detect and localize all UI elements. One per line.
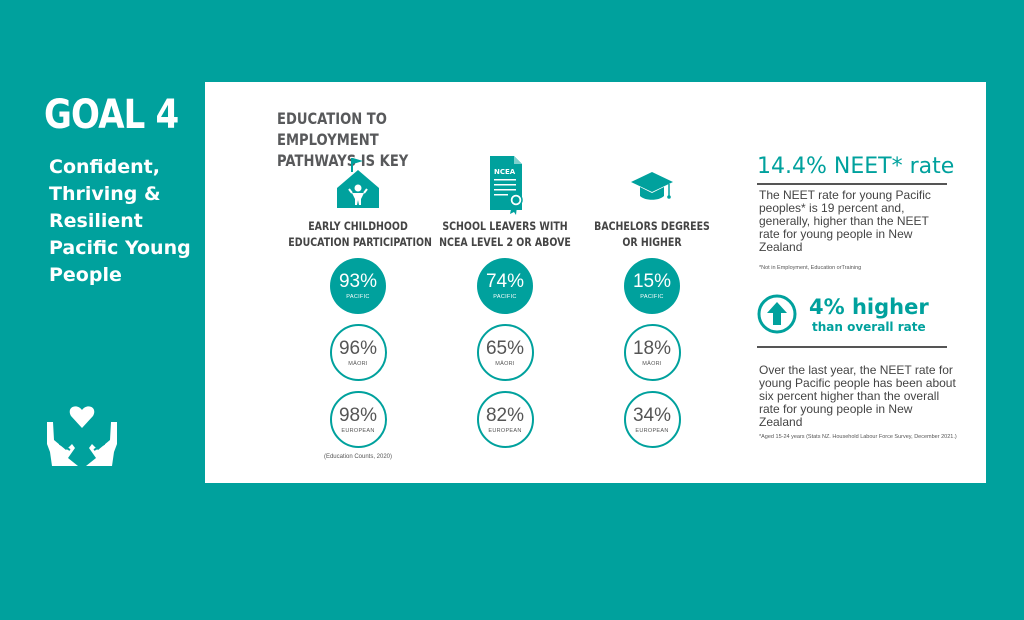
goal-subtitle: Confident, Thriving & Resilient Pacific … <box>49 154 219 289</box>
stat-circle-pacific: 74% PACIFIC <box>477 258 533 314</box>
column-title: EARLY CHILDHOOD EDUCATION PARTICIPATION <box>288 218 432 258</box>
source-note: (Education Counts, 2020) <box>323 454 393 460</box>
ncea-icon-text: NCEA <box>494 168 516 176</box>
neet-footnote: *Not in Employment, Education orTraining <box>759 265 862 271</box>
stat-value: 15% <box>632 271 672 292</box>
higher-headline: 4% higher <box>809 295 929 319</box>
subtitle-line: Thriving & <box>49 183 161 205</box>
stat-label: MĀORI <box>348 360 368 367</box>
title-line: EDUCATION PARTICIPATION <box>288 235 432 249</box>
stat-circle-european: 98% EUROPEAN <box>329 391 387 448</box>
stat-circle-european: 82% EUROPEAN <box>476 391 534 448</box>
column-school-leavers: NCEA SCHOOL LEAVERS WITH NCEA LEVEL 2 OR… <box>420 152 590 448</box>
stat-label: EUROPEAN <box>635 427 669 434</box>
house-child-icon <box>337 158 379 208</box>
higher-subline: than overall rate <box>812 320 926 334</box>
stat-value: 82% <box>485 404 525 426</box>
stat-value: 65% <box>485 337 525 359</box>
title-line: SCHOOL LEAVERS WITH <box>442 219 568 233</box>
stat-value: 18% <box>632 337 672 359</box>
stat-label: PACIFIC <box>640 294 664 300</box>
divider <box>757 346 947 348</box>
stat-label: PACIFIC <box>493 294 517 300</box>
column-early-childhood: EARLY CHILDHOOD EDUCATION PARTICIPATION … <box>273 152 443 460</box>
stat-circle-maori: 96% MĀORI <box>329 324 387 381</box>
stat-label: MĀORI <box>642 360 662 367</box>
stat-circle-pacific: 15% PACIFIC <box>624 258 680 314</box>
column-title: SCHOOL LEAVERS WITH NCEA LEVEL 2 OR ABOV… <box>435 218 574 258</box>
stat-value: 93% <box>338 271 378 292</box>
subtitle-line: People <box>49 264 122 286</box>
stat-value: 34% <box>632 404 672 426</box>
title-line: NCEA LEVEL 2 OR ABOVE <box>439 235 571 249</box>
stat-value: 74% <box>485 271 525 292</box>
graduation-cap-icon <box>631 172 673 200</box>
subtitle-line: Resilient <box>49 210 143 232</box>
heading-line: EDUCATION TO EMPLOYMENT <box>277 109 387 149</box>
stat-value: 96% <box>338 337 378 359</box>
card-heading: EDUCATION TO EMPLOYMENT PATHWAYS IS KEY <box>277 108 490 171</box>
column-title: BACHELORS DEGREES OR HIGHER <box>582 218 721 258</box>
title-line: EARLY CHILDHOOD <box>308 219 408 233</box>
higher-description: Over the last year, the NEET rate for yo… <box>759 363 956 429</box>
title-line: OR HIGHER <box>622 235 682 249</box>
stat-circle-maori: 18% MĀORI <box>623 324 681 381</box>
heading-line: PATHWAYS IS KEY <box>277 151 409 170</box>
stat-label: MĀORI <box>495 360 515 367</box>
subtitle-line: Pacific Young <box>49 237 191 259</box>
neet-description: The NEET rate for young Pacific peoples*… <box>759 188 931 254</box>
stat-label: EUROPEAN <box>341 427 375 434</box>
stat-label: EUROPEAN <box>488 427 522 434</box>
title-line: BACHELORS DEGREES <box>594 219 710 233</box>
stat-label: PACIFIC <box>346 294 370 300</box>
stat-circle-pacific: 93% PACIFIC <box>330 258 386 314</box>
infographic-card: EDUCATION TO EMPLOYMENT PATHWAYS IS KEY … <box>205 82 986 483</box>
stat-circle-maori: 65% MĀORI <box>476 324 534 381</box>
stat-value: 98% <box>338 404 378 426</box>
certificate-icon: NCEA <box>490 156 523 215</box>
column-bachelors: BACHELORS DEGREES OR HIGHER 15% PACIFIC … <box>567 152 737 448</box>
arrow-up-icon <box>757 294 797 334</box>
goal-title: GOAL 4 <box>44 92 179 138</box>
stat-circle-european: 34% EUROPEAN <box>623 391 681 448</box>
subtitle-line: Confident, <box>49 156 160 178</box>
aged-footnote: *Aged 15-24 years (Stats NZ. Household L… <box>759 434 957 440</box>
neet-rate-title: 14.4% NEET* rate <box>757 154 955 179</box>
divider <box>757 183 947 185</box>
hands-heart-icon <box>47 406 117 466</box>
